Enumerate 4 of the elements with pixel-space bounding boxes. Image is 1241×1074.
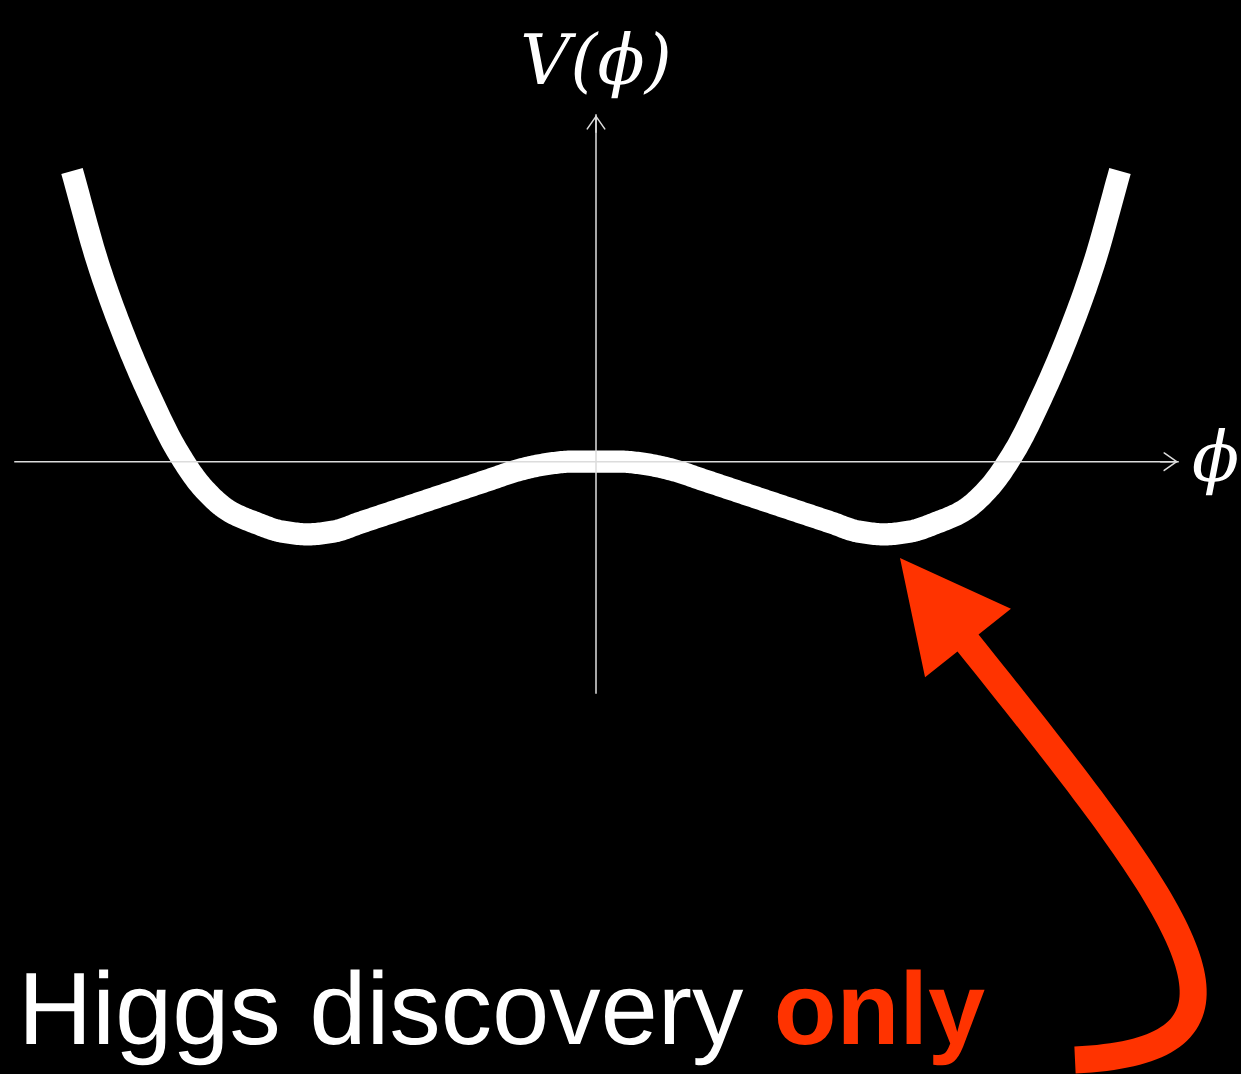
text: Higgs discovery — [26, 969, 744, 1066]
text: only — [777, 969, 985, 1066]
x-axis-title: ϕ — [1193, 428, 1237, 496]
y-axis-title: V(ϕ) — [523, 31, 668, 99]
